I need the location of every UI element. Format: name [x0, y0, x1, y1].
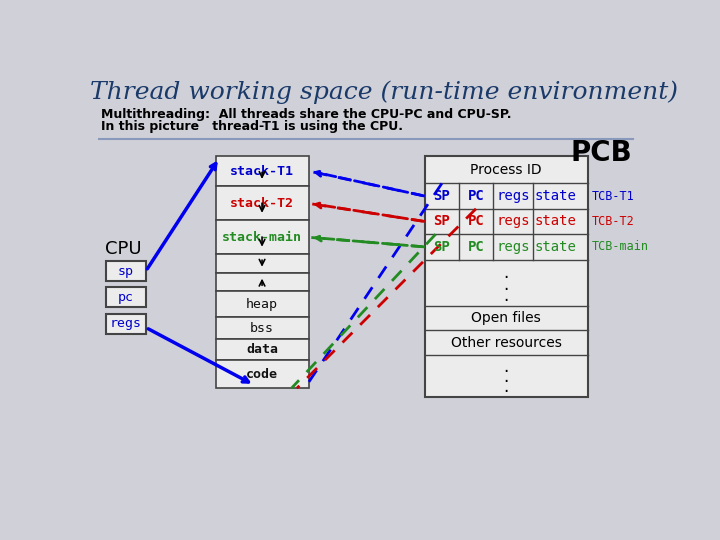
Text: Thread working space (run-time environment): Thread working space (run-time environme…	[91, 81, 678, 104]
Text: Other resources: Other resources	[451, 336, 562, 350]
Text: .: .	[503, 379, 509, 396]
Text: PC: PC	[467, 240, 485, 254]
Text: Open files: Open files	[472, 311, 541, 325]
Text: SP: SP	[433, 189, 450, 203]
Bar	[215, 220, 309, 254]
Text: state: state	[534, 189, 576, 203]
Text: pc: pc	[117, 291, 134, 304]
Text: .: .	[503, 276, 509, 294]
Bar	[106, 314, 145, 334]
Text: TCB-T2: TCB-T2	[591, 215, 634, 228]
Text: SP: SP	[433, 240, 450, 254]
Text: stack-main: stack-main	[222, 231, 302, 244]
Bar	[215, 254, 309, 273]
Bar	[215, 339, 309, 361]
Text: stack-T1: stack-T1	[230, 165, 294, 178]
Text: SP: SP	[433, 214, 450, 228]
Bar	[425, 156, 588, 397]
Text: regs: regs	[496, 214, 530, 228]
Text: PC: PC	[467, 189, 485, 203]
Bar	[106, 261, 145, 281]
Text: bss: bss	[250, 322, 274, 335]
Text: In this picture   thread-T1 is using the CPU.: In this picture thread-T1 is using the C…	[101, 120, 403, 133]
Text: state: state	[534, 240, 576, 254]
Text: sp: sp	[117, 265, 134, 278]
Bar	[215, 186, 309, 220]
Bar	[215, 361, 309, 388]
Text: state: state	[534, 214, 576, 228]
Bar	[215, 291, 309, 318]
Text: PCB: PCB	[571, 139, 632, 167]
Text: PC: PC	[467, 214, 485, 228]
Text: .: .	[503, 358, 509, 376]
Text: data: data	[246, 343, 278, 356]
Bar	[215, 318, 309, 339]
Text: Multithreading:  All threads share the CPU-PC and CPU-SP.: Multithreading: All threads share the CP…	[101, 109, 511, 122]
Text: regs: regs	[496, 240, 530, 254]
Text: stack-T2: stack-T2	[230, 197, 294, 210]
Text: regs: regs	[109, 317, 142, 330]
Text: heap: heap	[246, 298, 278, 311]
Bar	[106, 287, 145, 307]
Text: .: .	[503, 287, 509, 305]
Text: regs: regs	[496, 189, 530, 203]
Text: .: .	[503, 368, 509, 386]
Bar	[215, 273, 309, 291]
Text: TCB-T1: TCB-T1	[591, 190, 634, 202]
Bar	[215, 156, 309, 186]
Text: Process ID: Process ID	[470, 163, 542, 177]
Text: .: .	[503, 265, 509, 282]
Text: CPU: CPU	[106, 240, 142, 258]
Text: TCB-main: TCB-main	[591, 240, 649, 253]
Text: code: code	[246, 368, 278, 381]
